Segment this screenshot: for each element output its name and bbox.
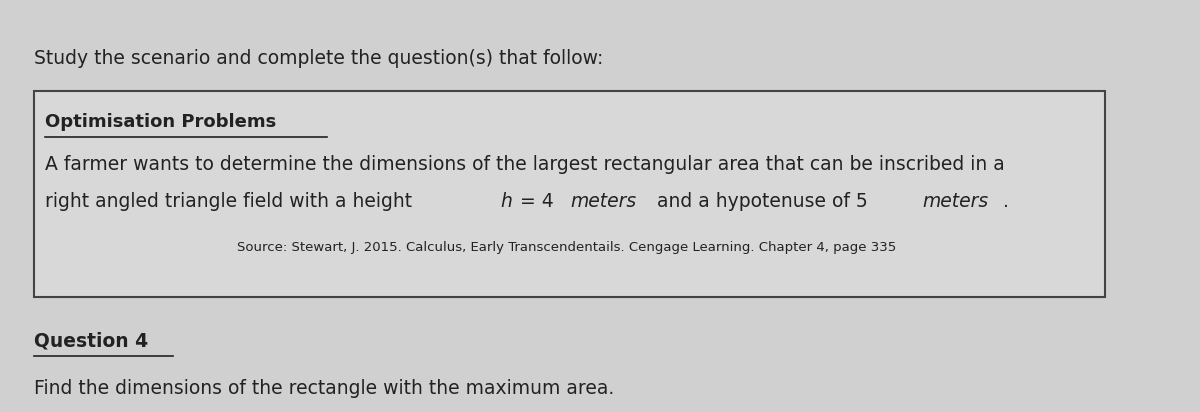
Text: Study the scenario and complete the question(s) that follow:: Study the scenario and complete the ques…: [34, 49, 604, 68]
Text: right angled triangle field with a height: right angled triangle field with a heigh…: [46, 192, 419, 211]
Text: meters: meters: [570, 192, 636, 211]
Text: A farmer wants to determine the dimensions of the largest rectangular area that : A farmer wants to determine the dimensio…: [46, 154, 1006, 173]
FancyBboxPatch shape: [34, 91, 1105, 297]
Text: Find the dimensions of the rectangle with the maximum area.: Find the dimensions of the rectangle wit…: [34, 379, 614, 398]
Text: h: h: [500, 192, 511, 211]
Text: Question 4: Question 4: [34, 332, 148, 351]
Text: meters: meters: [922, 192, 988, 211]
Text: = 4: = 4: [515, 192, 560, 211]
Text: .: .: [1003, 192, 1008, 211]
Text: Source: Stewart, J. 2015. Calculus, Early Transcendentails. Cengage Learning. Ch: Source: Stewart, J. 2015. Calculus, Earl…: [236, 241, 896, 254]
Text: Optimisation Problems: Optimisation Problems: [46, 113, 276, 131]
Text: and a hypotenuse of 5: and a hypotenuse of 5: [650, 192, 874, 211]
